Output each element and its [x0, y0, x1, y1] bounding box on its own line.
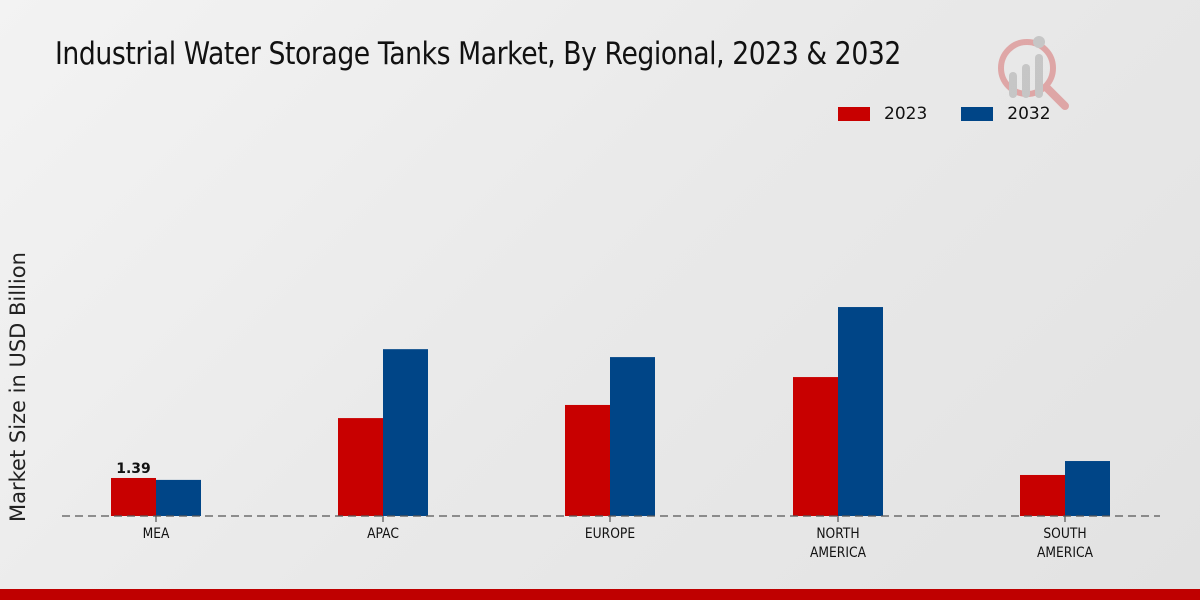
- bar-europe-2032: [610, 357, 655, 516]
- legend-item-2023: 2023: [838, 104, 927, 124]
- legend-item-2032: 2032: [961, 104, 1051, 124]
- bar-mea-2023: [111, 477, 156, 516]
- bar-north-america-2023: [793, 377, 838, 516]
- legend-label-2032: 2032: [1007, 104, 1051, 124]
- watermark-logo-icon: [998, 36, 1069, 110]
- x-tick-label: NORTH: [816, 526, 859, 542]
- bar-mea-2032: [156, 479, 201, 516]
- x-tick-label: MEA: [143, 526, 170, 542]
- legend: 2023 2032: [838, 104, 1085, 124]
- chart-title: Industrial Water Storage Tanks Market, B…: [55, 36, 901, 72]
- legend-label-2023: 2023: [884, 104, 928, 124]
- legend-swatch-2023: [838, 107, 870, 121]
- x-tick-label: APAC: [367, 526, 399, 542]
- x-tick-label: AMERICA: [1037, 545, 1093, 561]
- bar-south-america-2023: [1020, 474, 1065, 516]
- x-tick-label: AMERICA: [810, 545, 866, 561]
- x-tick-label: EUROPE: [585, 526, 635, 542]
- x-tick-label: SOUTH: [1043, 526, 1086, 542]
- bar-apac-2032: [383, 349, 428, 516]
- legend-swatch-2032: [961, 107, 994, 121]
- footer-bar: [0, 589, 1200, 600]
- data-label: 1.39: [116, 461, 151, 477]
- bar-north-america-2032: [838, 307, 883, 516]
- bar-south-america-2032: [1065, 461, 1110, 516]
- bar-europe-2023: [565, 404, 610, 516]
- bar-apac-2023: [338, 418, 383, 516]
